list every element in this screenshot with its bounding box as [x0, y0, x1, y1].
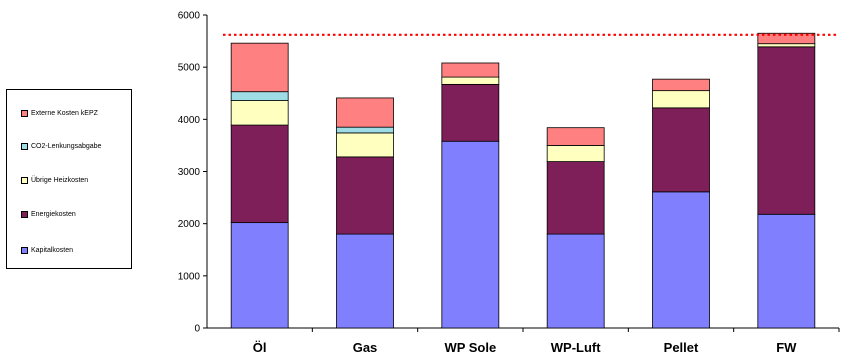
- y-tick-label: 6000: [178, 11, 201, 22]
- bar-segment: [546, 233, 605, 329]
- y-tick-label: 1000: [178, 271, 201, 282]
- legend-swatch: [21, 176, 28, 184]
- x-tick-label: Pellet: [664, 340, 699, 355]
- bar-segment: [336, 132, 394, 158]
- bar-segment: [546, 145, 605, 162]
- y-tick-label: 2000: [178, 219, 201, 230]
- bar-segment: [230, 100, 289, 126]
- legend-swatch: [21, 210, 28, 218]
- bar-segment: [757, 32, 816, 45]
- bar-segment: [230, 42, 289, 93]
- legend-item: CO2-Lenkungsabgabe: [21, 140, 101, 152]
- legend-label: Externe Kosten kEPZ: [31, 109, 98, 117]
- x-tick-label: WP-Luft: [551, 340, 601, 355]
- bar-segment: [441, 62, 500, 78]
- bar-segment: [230, 124, 289, 224]
- legend-item: Kapitalkosten: [21, 244, 73, 256]
- x-tick-label: Gas: [353, 340, 378, 355]
- legend-label: Übrige Heizkosten: [31, 176, 89, 184]
- bar-segment: [441, 76, 500, 85]
- bar-segment: [652, 107, 710, 193]
- bar-segment: [230, 222, 289, 329]
- bar-segment: [757, 213, 816, 329]
- y-tick-label: 5000: [178, 63, 201, 74]
- bar-segment: [546, 161, 605, 235]
- bar-segment: [441, 140, 500, 329]
- bar-segment: [652, 90, 710, 109]
- bar-segment: [336, 233, 394, 329]
- bar-segment: [546, 127, 605, 146]
- legend-item: Übrige Heizkosten: [21, 174, 88, 186]
- y-tick-label: 3000: [178, 167, 201, 178]
- bar-segment: [336, 126, 394, 134]
- legend-label: Energiekosten: [31, 210, 76, 218]
- bar-segment: [336, 97, 394, 128]
- x-tick-label: Öl: [253, 340, 267, 355]
- legend-label: Kapitalkosten: [31, 246, 74, 254]
- bar-segment: [441, 83, 500, 142]
- bar-segment: [336, 156, 394, 235]
- legend-swatch: [21, 142, 28, 150]
- bar-segment: [652, 191, 710, 329]
- bar-segment: [652, 78, 710, 92]
- legend-item: Energiekosten: [21, 208, 76, 220]
- legend: Externe Kosten kEPZ CO2-Lenkungsabgabe Übr…: [6, 89, 132, 269]
- legend-swatch: [21, 109, 28, 117]
- y-tick-label: 4000: [178, 115, 201, 126]
- bar-segment: [757, 43, 816, 48]
- y-tick-label: 0: [194, 324, 200, 335]
- x-tick-label: WP Sole: [444, 340, 496, 355]
- legend-item: Externe Kosten kEPZ: [21, 107, 98, 119]
- bar-segment: [230, 91, 289, 101]
- legend-swatch: [21, 246, 28, 254]
- bar-segment: [757, 46, 816, 215]
- legend-label: CO2-Lenkungsabgabe: [31, 142, 102, 150]
- x-tick-label: FW: [776, 340, 797, 355]
